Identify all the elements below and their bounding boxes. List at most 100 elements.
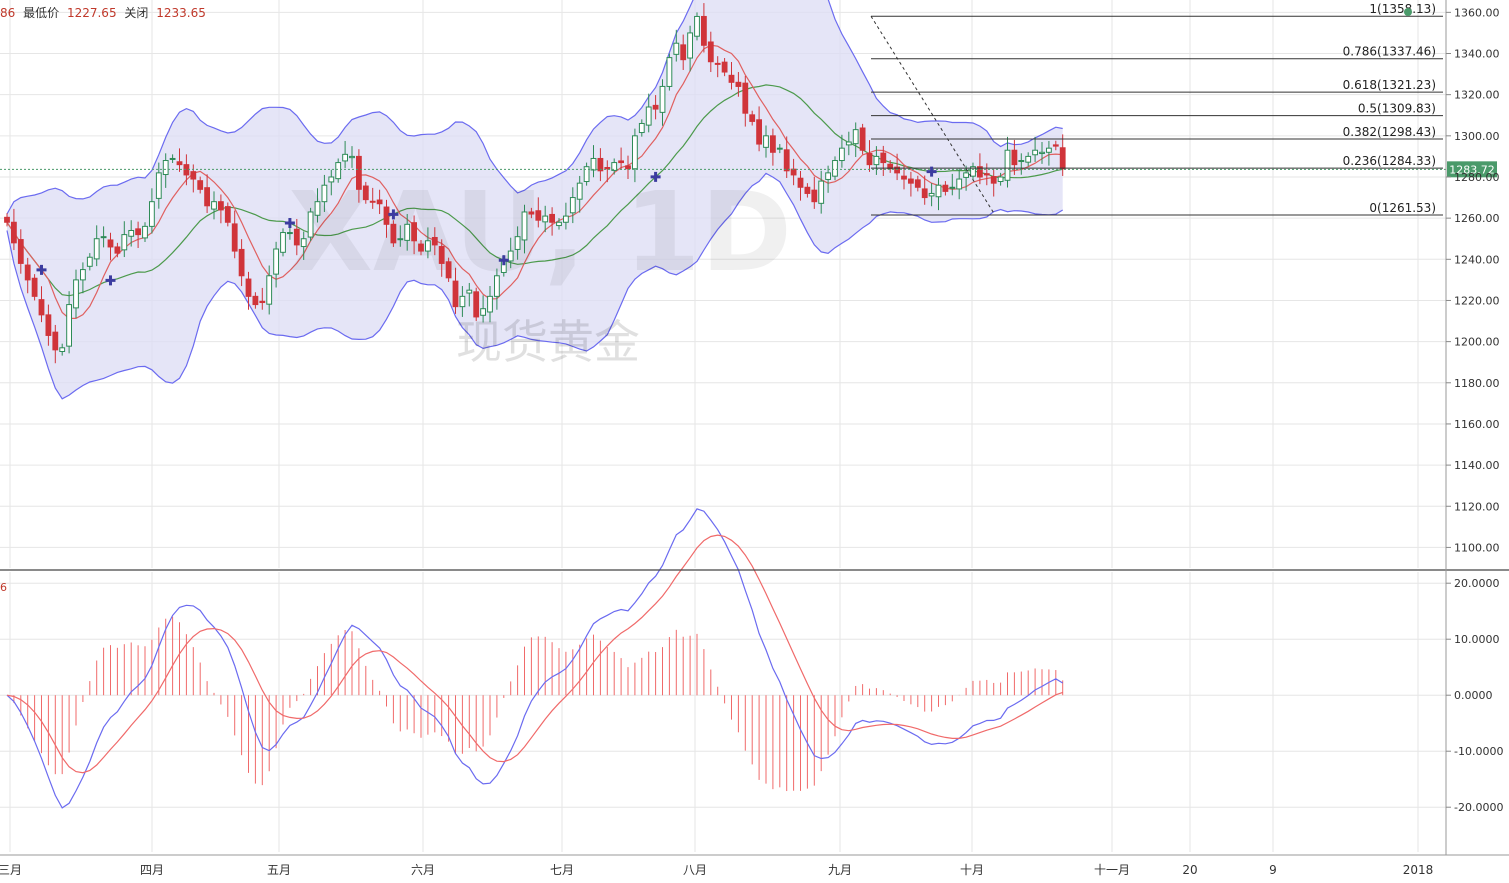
candle-body [859, 127, 866, 151]
candle-body [211, 201, 217, 210]
macd-line [6, 508, 1064, 809]
info-close-label: 关闭 [124, 6, 149, 20]
candle-body [321, 184, 328, 203]
macd-pane-label: 6 [0, 581, 7, 594]
candle-body [397, 238, 404, 241]
candle-body [162, 160, 169, 176]
current-price-label: 1283.72 [1449, 163, 1495, 176]
candle-body [155, 172, 162, 199]
candle-body [307, 211, 314, 238]
candle-body [1059, 147, 1066, 170]
candle-body [425, 240, 431, 252]
candle-body [66, 304, 72, 347]
candle-body [576, 182, 583, 200]
price-tick-label: 1260.00 [1454, 212, 1500, 225]
candle-body [804, 186, 811, 194]
ohlc-info-bar: 86 最低价 1227.65 关闭 1233.65 [0, 4, 210, 21]
candle-body [31, 277, 38, 297]
candle-body [880, 152, 887, 164]
candle-body [776, 147, 783, 150]
candle-body [894, 166, 901, 174]
candle-body [956, 178, 963, 190]
current-price-tag [1447, 161, 1497, 178]
candle-body [431, 236, 438, 246]
candle-body [38, 299, 45, 316]
price-tick-label: 1340.00 [1454, 48, 1500, 61]
moving-average-slow-line [6, 84, 1063, 297]
moving-average-fast-line [6, 44, 1063, 319]
candle-body [114, 246, 121, 254]
candle-body [224, 206, 231, 223]
info-low-value: 1227.65 [66, 6, 117, 20]
candle-body [673, 42, 680, 55]
candle-body [783, 149, 790, 172]
candle-body [701, 15, 707, 46]
candle-body [583, 166, 590, 183]
candle-body [135, 228, 141, 236]
candle-body [52, 331, 59, 351]
candle-body [1046, 147, 1052, 153]
macd-axis: 20.0000 10.0000 0.0000 -10.0000 -20.0000 [1446, 577, 1503, 814]
candle-body [238, 248, 245, 277]
candle-body [949, 186, 956, 189]
candle-body [100, 236, 107, 239]
price-tick-label: 1280.00 [1454, 171, 1500, 184]
candle-body [908, 178, 914, 184]
candle-body [4, 216, 10, 223]
candle-body [121, 234, 128, 251]
candle-body [721, 61, 728, 73]
candle-body [45, 314, 52, 336]
candle-body [597, 157, 604, 172]
time-axis-label: 9 [1269, 863, 1277, 877]
price-axis: 1360.00 1340.00 1320.00 1300.00 1280.00 1260.… [1446, 6, 1500, 554]
candle-body [445, 261, 452, 279]
candle-body [590, 157, 597, 171]
candle-body [1039, 151, 1045, 155]
time-axis-label: 十一月 [1094, 863, 1130, 877]
candle-body [756, 119, 763, 145]
candle-body [411, 222, 418, 242]
candle-body [480, 308, 487, 316]
candle-body [376, 199, 383, 205]
price-tick-label: 1160.00 [1454, 418, 1500, 431]
time-axis-label: 三月 [0, 863, 22, 877]
candle-body [142, 225, 148, 239]
candle-body [487, 295, 493, 313]
price-tick-label: 1240.00 [1454, 253, 1500, 266]
candle-body [666, 57, 673, 87]
fib-level-label: 0.5(1309.83) [1358, 102, 1436, 116]
candle-body [749, 114, 756, 122]
candle-body [494, 275, 500, 297]
candle-body [259, 300, 266, 304]
macd-signal-line [6, 534, 1063, 774]
candle-body [59, 347, 66, 353]
candle-body [300, 238, 307, 248]
candle-body [245, 278, 252, 297]
candle-body [80, 269, 86, 281]
candle-body [349, 155, 355, 159]
price-tick-label: 1200.00 [1454, 336, 1500, 349]
candle-body [473, 291, 480, 318]
candle-body [24, 264, 31, 281]
fib-level-label: 1(1358.13) [1369, 2, 1436, 16]
fib-level-label: 0.236(1284.33) [1343, 154, 1436, 168]
candle-body [17, 239, 24, 264]
fib-level-label: 0.786(1337.46) [1343, 45, 1436, 59]
candle-body [659, 85, 666, 113]
candle-body [638, 122, 645, 134]
candle-body [287, 232, 293, 235]
candle-body [845, 141, 852, 146]
candle-body [507, 250, 514, 262]
candle-body [169, 157, 176, 160]
candle-body [459, 295, 466, 308]
candle-body [563, 215, 569, 223]
bollinger-lower-line [6, 172, 1064, 400]
candle-body [852, 129, 859, 145]
candle-body [107, 239, 114, 248]
candle-body [514, 236, 521, 250]
candle-body [231, 223, 238, 252]
candles [4, 3, 1066, 364]
fibonacci-levels: 1(1358.13) 0.786(1337.46) 0.618(1321.23) 0.… [870, 2, 1443, 216]
